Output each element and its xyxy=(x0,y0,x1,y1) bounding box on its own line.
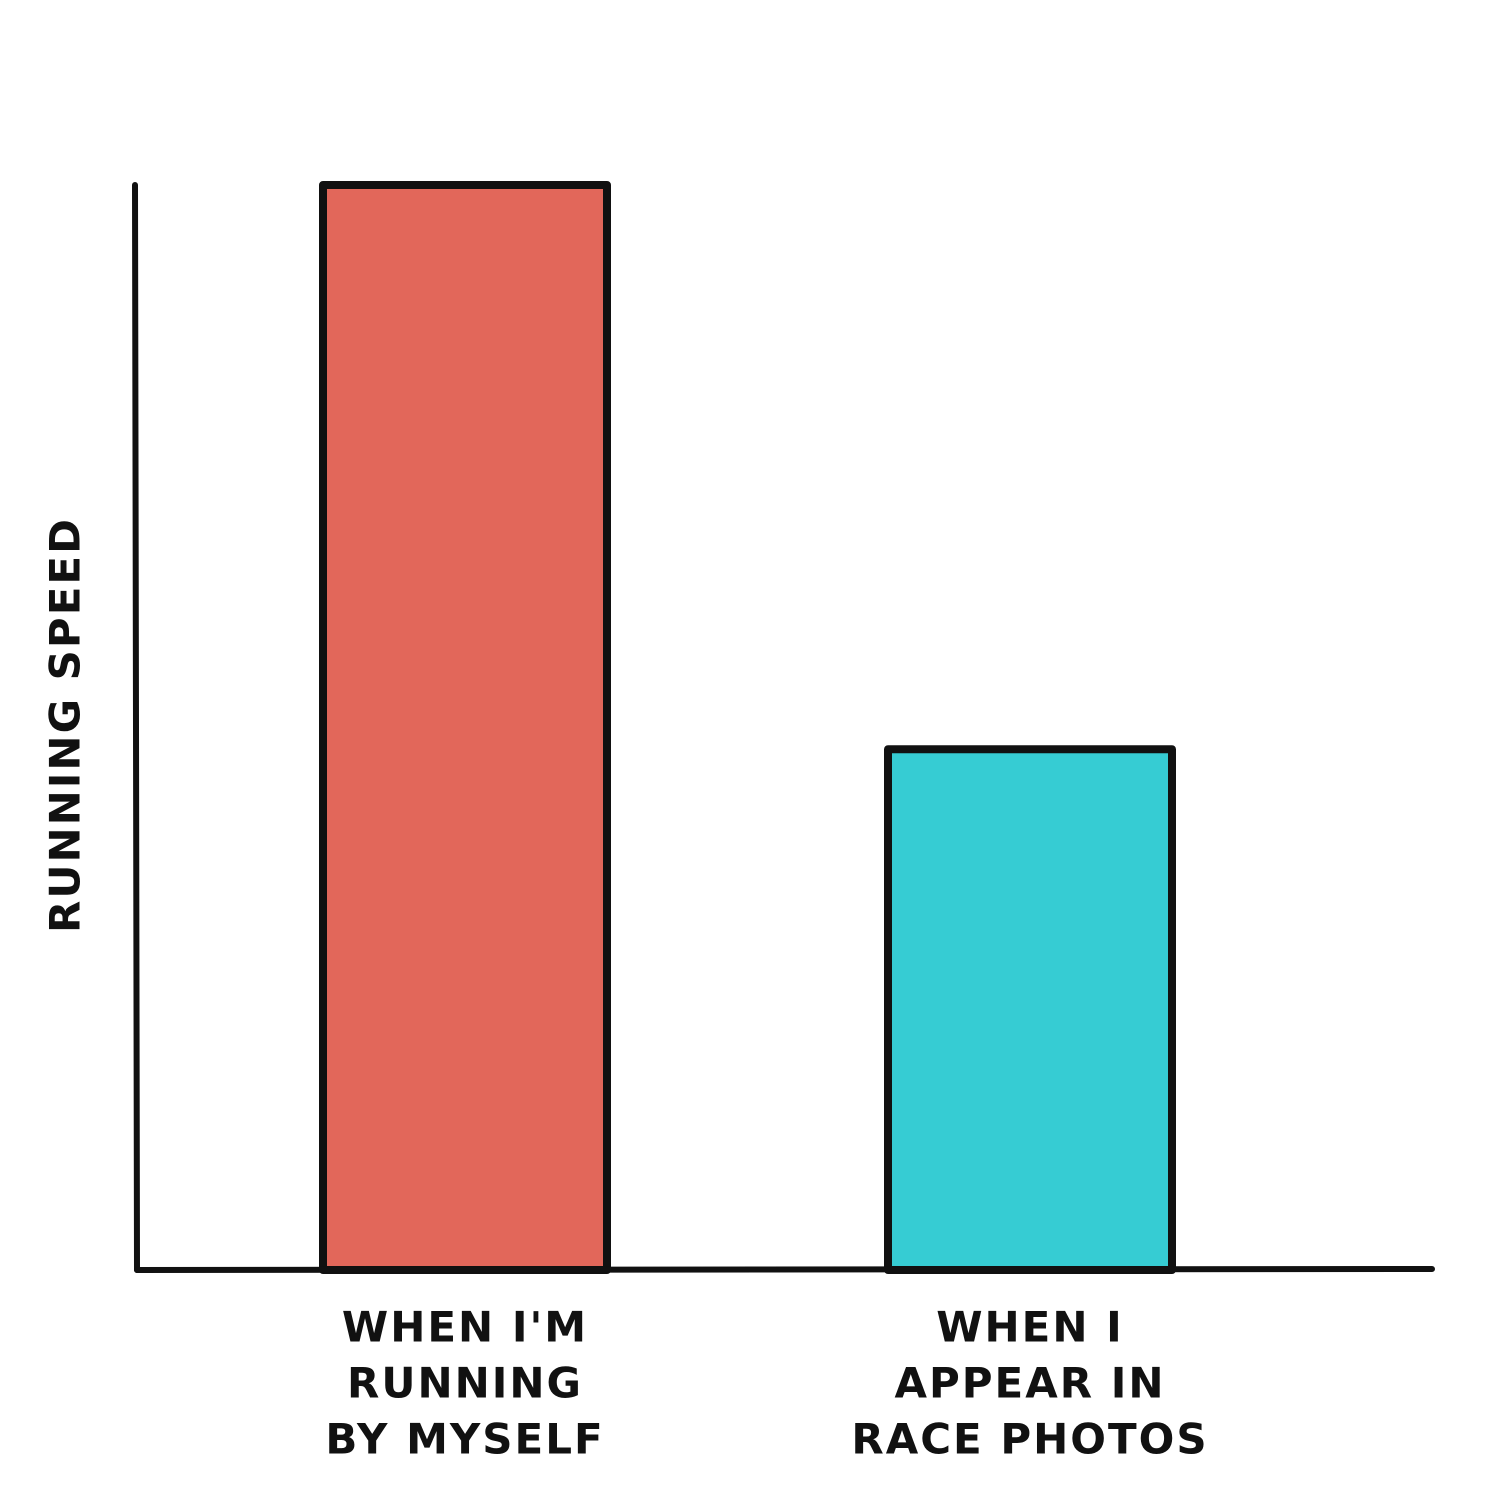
x-tick-label: RACE PHOTOS xyxy=(851,1415,1208,1464)
x-tick-label: BY MYSELF xyxy=(325,1415,604,1464)
x-tick-label: WHEN I'M xyxy=(342,1303,588,1352)
bar xyxy=(319,181,611,1274)
x-tick-label: WHEN I xyxy=(936,1303,1124,1352)
y-axis-label: RUNNING SPEED xyxy=(41,517,90,933)
y-axis xyxy=(132,182,140,1273)
x-tick-label: RUNNING xyxy=(347,1359,583,1408)
bar xyxy=(884,745,1176,1274)
x-tick-label: APPEAR IN xyxy=(894,1359,1165,1408)
x-axis xyxy=(134,1266,1435,1273)
